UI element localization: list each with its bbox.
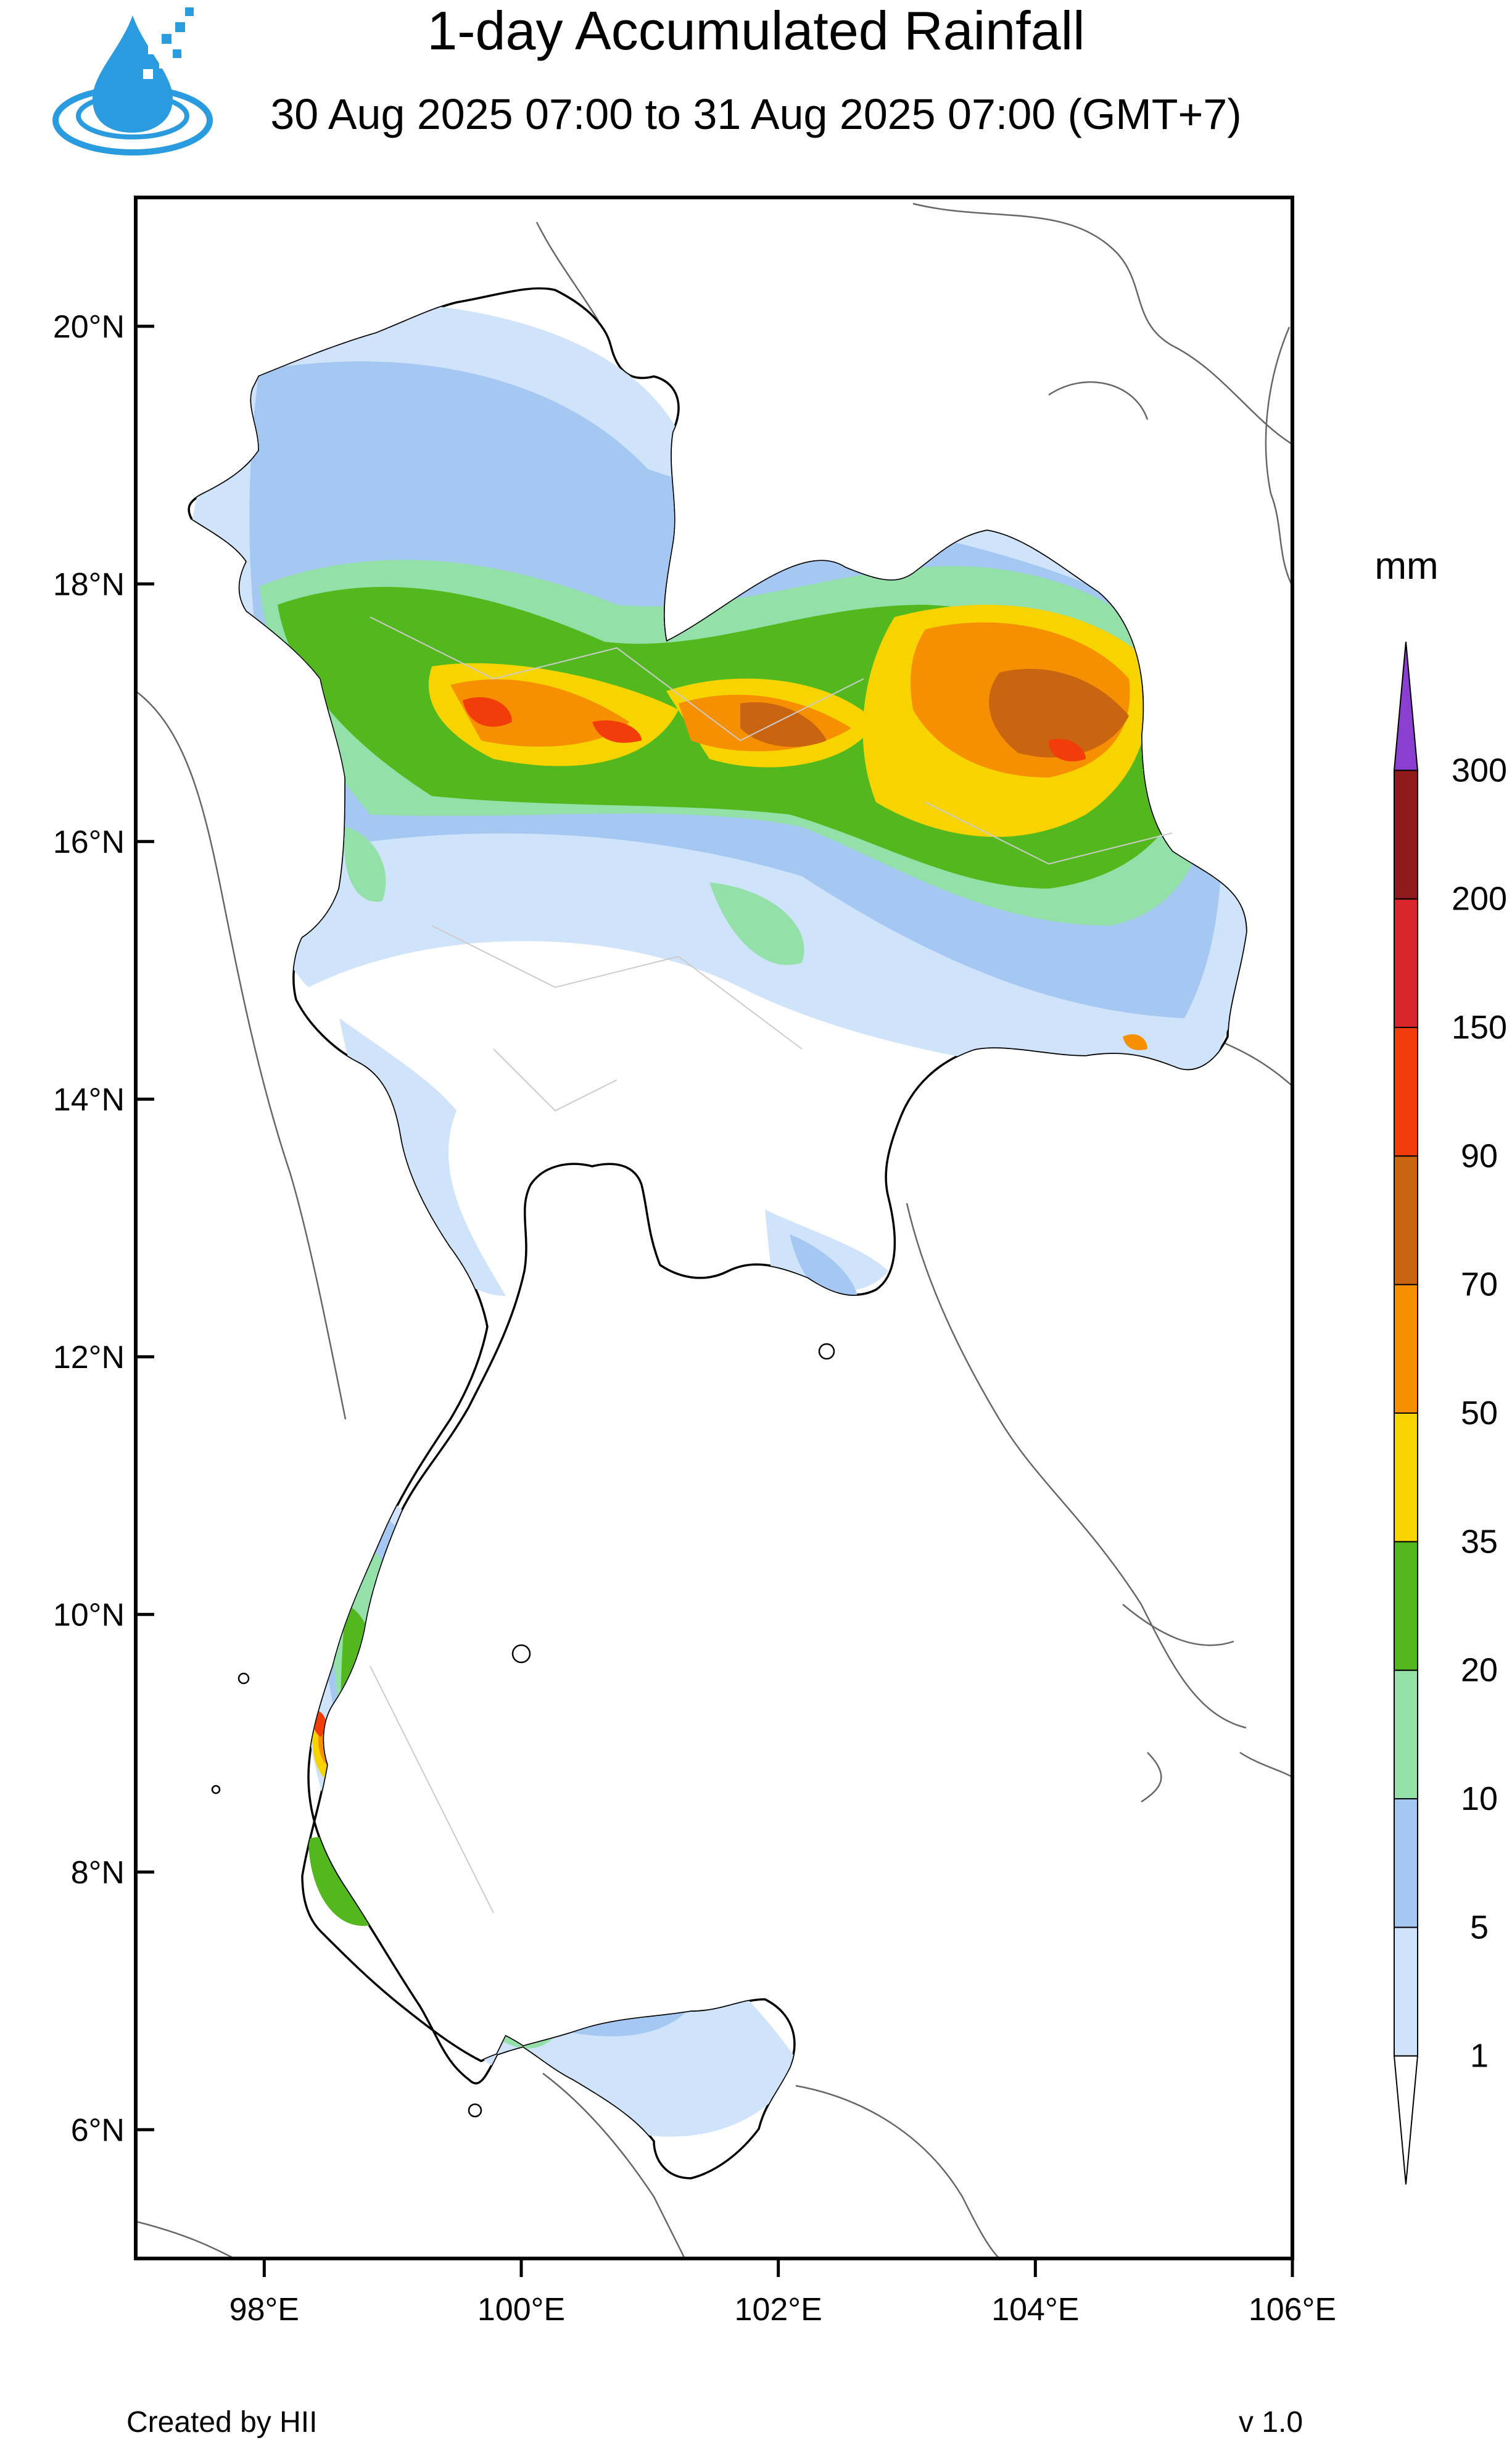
lon-tick-label: 106°E xyxy=(1249,2292,1336,2328)
colorbar-level-label: 200 xyxy=(1452,881,1507,918)
lat-tick-label: 12°N xyxy=(53,1340,125,1375)
colorbar-segment xyxy=(1394,1412,1418,1543)
version-text: v 1.0 xyxy=(1239,2406,1303,2439)
colorbar-level-label: 70 xyxy=(1461,1266,1498,1303)
colorbar-segment xyxy=(1394,1927,1418,2057)
colorbar-level-label: 5 xyxy=(1470,1909,1489,1946)
lat-tick-label: 16°N xyxy=(53,824,125,860)
latitude-ticks: 20°N 18°N 16°N 14°N 12°N 10°N 8°N 6°N xyxy=(53,309,154,2148)
lat-tick-label: 20°N xyxy=(53,309,125,345)
colorbar-segment xyxy=(1394,1541,1418,1671)
map-title: 1-day Accumulated Rainfall xyxy=(427,0,1085,61)
colorbar-unit: mm xyxy=(1374,545,1438,587)
colorbar-segment xyxy=(1394,1798,1418,1928)
neighbor-borders xyxy=(136,202,1292,2258)
water-drop-pixel-logo-icon xyxy=(52,7,213,156)
colorbar-level-label: 1 xyxy=(1470,2038,1489,2075)
lon-tick-label: 104°E xyxy=(991,2292,1079,2328)
colorbar-level-label: 10 xyxy=(1461,1780,1498,1817)
lat-tick-label: 14°N xyxy=(53,1082,125,1118)
colorbar-segment xyxy=(1394,898,1418,1028)
colorbar-level-label: 50 xyxy=(1461,1395,1498,1432)
colorbar-segment xyxy=(1394,1669,1418,1800)
colorbar-segment xyxy=(1394,1284,1418,1414)
colorbar-level-label: 20 xyxy=(1461,1652,1498,1689)
colorbar-segment xyxy=(1393,2055,1419,2185)
map-frame xyxy=(134,196,1294,2260)
colorbar-segment xyxy=(1394,769,1418,900)
colorbar-level-label: 150 xyxy=(1452,1009,1507,1046)
colorbar: mm 1 5 10 20 35 50 70 90 150 200 300 xyxy=(1374,545,1507,2185)
credit-text: Created by HII xyxy=(126,2406,318,2439)
lon-tick-label: 102°E xyxy=(735,2292,822,2328)
colorbar-level-label: 90 xyxy=(1461,1137,1498,1174)
province-borders xyxy=(370,616,1173,1914)
map-subtitle: 30 Aug 2025 07:00 to 31 Aug 2025 07:00 (… xyxy=(270,90,1242,138)
lat-tick-label: 8°N xyxy=(71,1855,125,1891)
lon-tick-label: 100°E xyxy=(477,2292,565,2328)
lat-tick-label: 10°N xyxy=(53,1597,125,1633)
lat-tick-label: 18°N xyxy=(53,566,125,602)
colorbar-segment xyxy=(1393,641,1419,771)
island-outlines xyxy=(211,1343,835,2118)
colorbar-segment xyxy=(1394,1027,1418,1157)
longitude-ticks: 98°E 100°E 102°E 104°E 106°E xyxy=(229,2258,1336,2328)
lat-tick-label: 6°N xyxy=(71,2112,125,2148)
colorbar-level-label: 300 xyxy=(1452,752,1507,789)
map-area: 20°N 18°N 16°N 14°N 12°N 10°N 8°N 6°N 98°E 100°E… xyxy=(53,196,1336,2328)
lon-tick-label: 98°E xyxy=(229,2292,299,2328)
colorbar-level-label: 35 xyxy=(1461,1523,1498,1560)
colorbar-segment xyxy=(1394,1155,1418,1285)
